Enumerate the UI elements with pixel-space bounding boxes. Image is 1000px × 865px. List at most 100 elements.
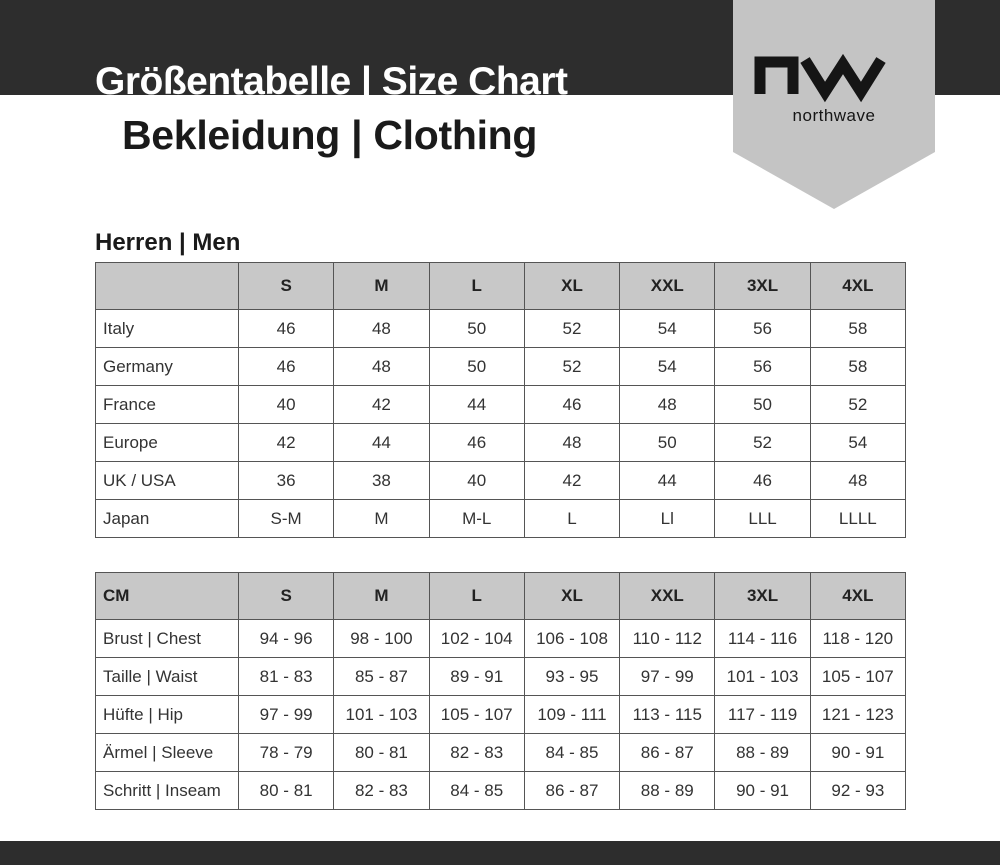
size-value: 80 - 81 [237,771,335,810]
table-row: Italy 46 48 50 52 54 56 58 [95,309,907,348]
size-value: 92 - 93 [809,771,907,810]
size-value: 110 - 112 [619,619,716,658]
size-value: 82 - 83 [333,771,430,810]
corner-cell: CM [95,572,239,620]
size-value: M [333,499,430,538]
size-value: 80 - 81 [333,733,430,772]
size-value: M-L [428,499,525,538]
size-value: 48 [809,461,907,500]
size-value: 42 [523,461,621,500]
table-row: Taille | Waist 81 - 83 85 - 87 89 - 91 93 - … [95,657,907,696]
row-label: Schritt | Inseam [95,771,239,810]
size-header: XL [523,262,621,310]
size-value: 114 - 116 [714,619,811,658]
size-value: 44 [333,423,430,462]
size-value: 42 [333,385,430,424]
size-value: 52 [809,385,907,424]
table-row: Germany 46 48 50 52 54 56 58 [95,347,907,386]
size-value: 101 - 103 [333,695,430,734]
size-value: 98 - 100 [333,619,430,658]
size-value: 81 - 83 [237,657,335,696]
size-header: XL [523,572,621,620]
row-label: Japan [95,499,239,538]
table-row: UK / USA 36 38 40 42 44 46 48 [95,461,907,500]
table-row: Ärmel | Sleeve 78 - 79 80 - 81 82 - 83 84 - … [95,733,907,772]
row-label: UK / USA [95,461,239,500]
size-header: 4XL [809,572,907,620]
northwave-logo: northwave [733,0,935,209]
size-header: L [428,572,525,620]
size-value: LLL [714,499,811,538]
size-value: 44 [428,385,525,424]
size-value: 48 [333,309,430,348]
footer-band [0,841,1000,865]
size-value: 89 - 91 [428,657,525,696]
size-value: 54 [619,347,716,386]
size-header: XXL [619,572,716,620]
size-value: 50 [428,347,525,386]
body-measurements-table: CM S M L XL XXL 3XL 4XL Brust | Chest 94 - 96 98 … [95,572,907,810]
size-value: 40 [428,461,525,500]
section-title: Herren | Men [95,229,241,256]
size-value: 90 - 91 [714,771,811,810]
size-value: 118 - 120 [809,619,907,658]
size-header: 3XL [714,262,811,310]
table-header-row: CM S M L XL XXL 3XL 4XL [95,572,907,620]
size-header: XXL [619,262,716,310]
size-value: 117 - 119 [714,695,811,734]
size-value: L [523,499,621,538]
size-value: 54 [809,423,907,462]
size-value: 86 - 87 [523,771,621,810]
size-value: 82 - 83 [428,733,525,772]
size-value: 54 [619,309,716,348]
size-value: 88 - 89 [619,771,716,810]
row-label: Brust | Chest [95,619,239,658]
table-row: Hüfte | Hip 97 - 99 101 - 103 105 - 107 109 … [95,695,907,734]
size-value: 52 [523,347,621,386]
size-value: 44 [619,461,716,500]
size-value: 97 - 99 [237,695,335,734]
row-label: France [95,385,239,424]
size-value: 56 [714,347,811,386]
size-value: 46 [237,347,335,386]
size-value: 50 [428,309,525,348]
size-value: 46 [523,385,621,424]
size-value: 48 [523,423,621,462]
size-value: 105 - 107 [428,695,525,734]
size-value: 105 - 107 [809,657,907,696]
size-value: 84 - 85 [523,733,621,772]
svg-text:northwave: northwave [793,106,876,125]
size-header: S [237,572,335,620]
page-title: Größentabelle | Size Chart [95,60,568,95]
size-header: S [237,262,335,310]
size-value: 88 - 89 [714,733,811,772]
size-value: Ll [619,499,716,538]
table-header-row: S M L XL XXL 3XL 4XL [95,262,907,310]
row-label: Italy [95,309,239,348]
size-value: 46 [237,309,335,348]
size-value: 50 [714,385,811,424]
size-value: 52 [523,309,621,348]
size-value: 58 [809,347,907,386]
size-value: 40 [237,385,335,424]
size-value: 86 - 87 [619,733,716,772]
size-value: 90 - 91 [809,733,907,772]
table-row: France 40 42 44 46 48 50 52 [95,385,907,424]
size-value: 93 - 95 [523,657,621,696]
size-value: 101 - 103 [714,657,811,696]
size-value: 113 - 115 [619,695,716,734]
size-header: M [333,262,430,310]
size-conversion-table: S M L XL XXL 3XL 4XL Italy 46 48 50 52 54 56 58 German… [95,262,907,538]
size-header: M [333,572,430,620]
size-value: S-M [237,499,335,538]
size-value: 94 - 96 [237,619,335,658]
table-row: Europe 42 44 46 48 50 52 54 [95,423,907,462]
size-value: 52 [714,423,811,462]
table-row: Japan S-M M M-L L Ll LLL LLLL [95,499,907,538]
row-label: Ärmel | Sleeve [95,733,239,772]
size-value: 46 [428,423,525,462]
size-value: 46 [714,461,811,500]
page-subtitle: Bekleidung | Clothing [122,112,538,158]
size-value: LLLL [809,499,907,538]
size-header: L [428,262,525,310]
